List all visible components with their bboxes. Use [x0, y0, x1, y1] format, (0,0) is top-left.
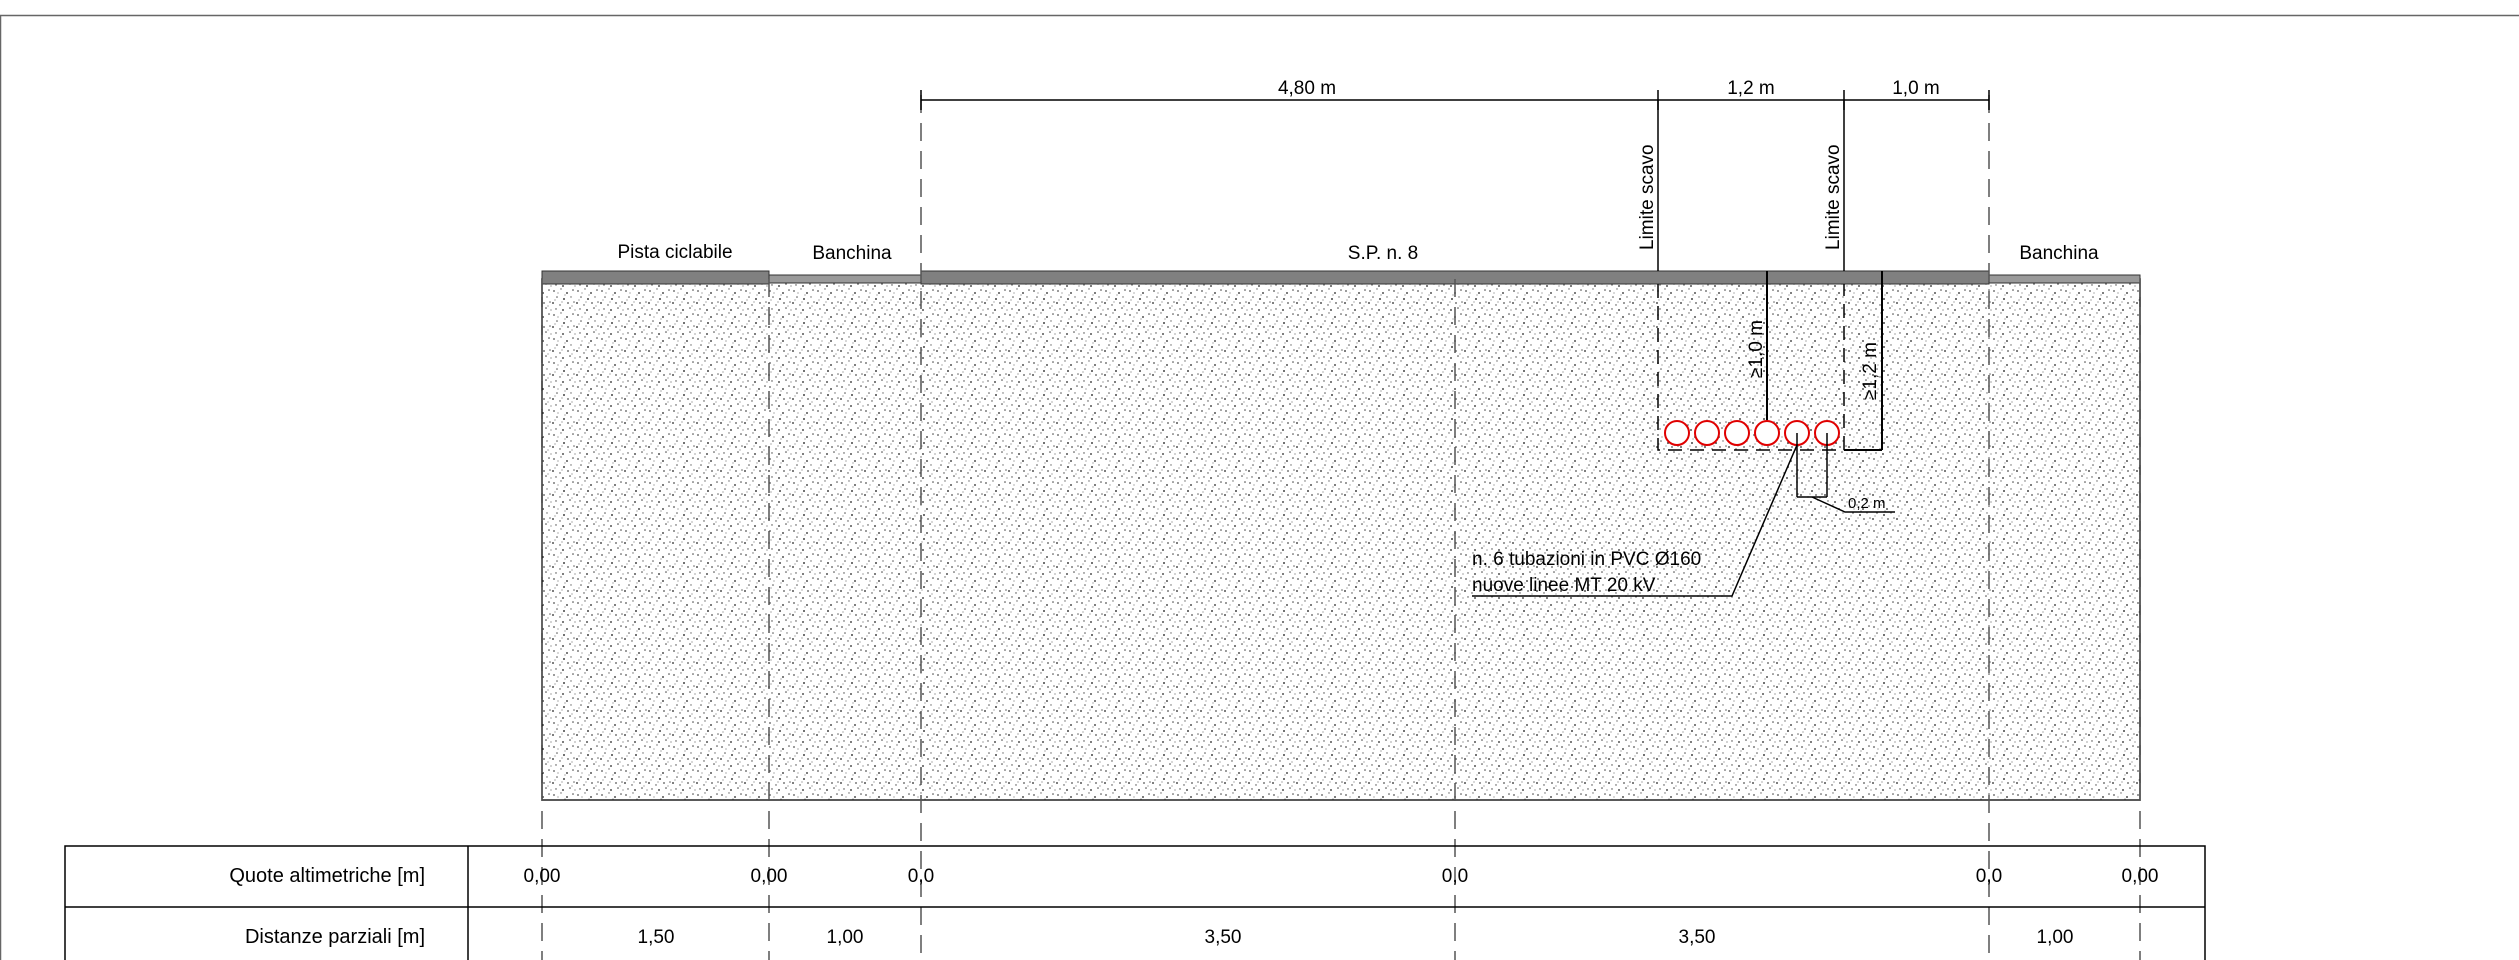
- label-shoulder-left: Banchina: [812, 243, 892, 264]
- elevation-value: 0,0: [1976, 866, 2002, 887]
- label-road: S.P. n. 8: [1348, 243, 1418, 264]
- elevation-value: 0,0: [908, 866, 934, 887]
- elevation-value: 0,0: [1442, 866, 1468, 887]
- elevation-value: 0,00: [751, 866, 788, 887]
- depth-dimension: [1844, 271, 1883, 451]
- pvc-pipes: [1664, 420, 1840, 446]
- distance-value: 1,00: [2037, 927, 2074, 948]
- dim-spacing: 0,2 m: [1848, 495, 1886, 512]
- sheet-border: [0, 14, 2519, 960]
- dim-depth-min: ≥1,2 m: [1860, 342, 1881, 400]
- row-label-elevations: Quote altimetriche [m]: [229, 865, 425, 887]
- elevation-value: 0,00: [2122, 866, 2159, 887]
- pipe-1: [1664, 420, 1690, 446]
- row-label-distances: Distanze parziali [m]: [245, 926, 425, 948]
- spacing-dimension: [1796, 433, 1895, 513]
- bike-path-pavement: [541, 270, 770, 285]
- distance-value: 1,00: [827, 927, 864, 948]
- pipes-leader: [1472, 444, 1798, 597]
- pipe-2: [1694, 420, 1720, 446]
- distance-value: 1,50: [638, 927, 675, 948]
- shoulder-right-pavement: [1988, 274, 2141, 284]
- top-dimension-line: [920, 90, 1990, 271]
- pipe-3: [1724, 420, 1750, 446]
- distance-value: 3,50: [1205, 927, 1242, 948]
- dim-top-a: 4,80 m: [1278, 78, 1336, 99]
- dim-cover-min: ≥1,0 m: [1746, 320, 1767, 378]
- label-bike-path: Pista ciclabile: [617, 242, 732, 263]
- shoulder-left-pavement: [768, 274, 922, 284]
- pipe-4: [1754, 420, 1780, 446]
- elevation-value: 0,00: [524, 866, 561, 887]
- dim-top-c: 1,0 m: [1892, 78, 1940, 99]
- pipes-callout-line1: n. 6 tubazioni in PVC Ø160: [1472, 549, 1701, 570]
- pipes-callout-line2: nuove linee MT 20 kV: [1472, 575, 1656, 596]
- excavation-limit-left: Limite scavo: [1637, 144, 1658, 250]
- label-shoulder-right: Banchina: [2019, 243, 2099, 264]
- distance-value: 3,50: [1679, 927, 1716, 948]
- dim-top-b: 1,2 m: [1727, 78, 1775, 99]
- soil-section: [541, 278, 2141, 801]
- excavation-limit-right: Limite scavo: [1823, 144, 1844, 250]
- data-table-frame: [64, 845, 2206, 960]
